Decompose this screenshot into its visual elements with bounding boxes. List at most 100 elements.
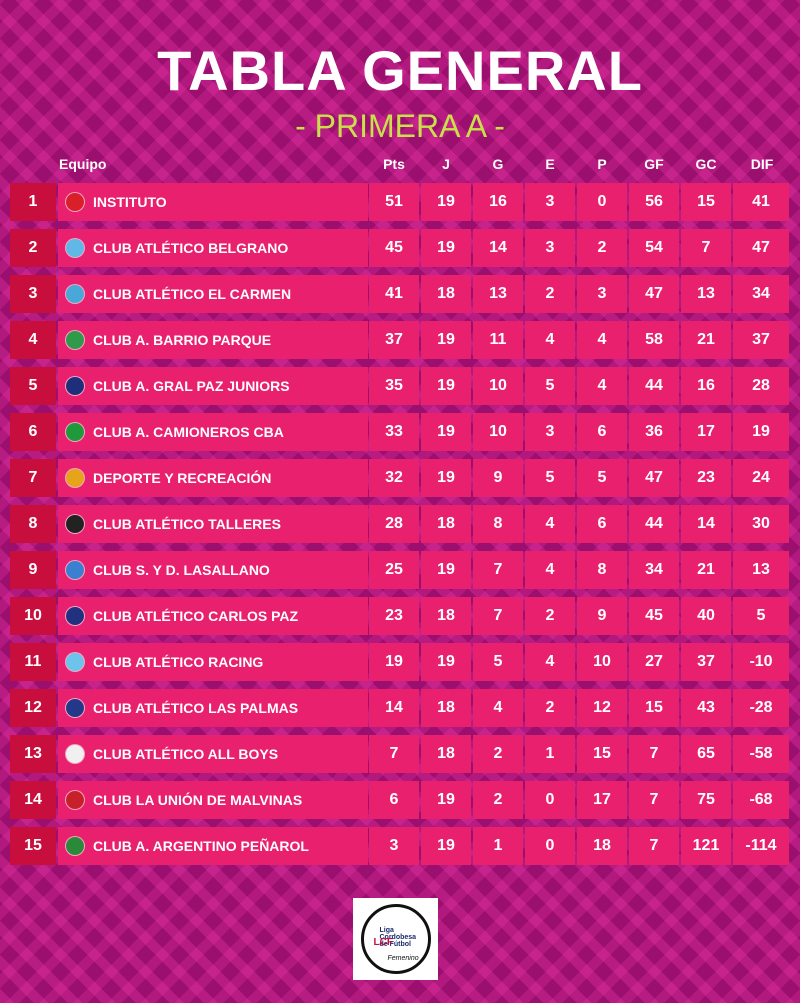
club-badge-icon (66, 561, 84, 579)
cell-pts: 51 (369, 183, 419, 221)
row-team: DEPORTE Y RECREACIÓN (58, 459, 368, 497)
cell-p: 0 (577, 183, 627, 221)
page-subtitle: - PRIMERA A - (295, 108, 505, 144)
cell-e: 2 (525, 597, 575, 635)
club-badge-icon (66, 423, 84, 441)
cell-gf: 34 (629, 551, 679, 589)
cell-j: 19 (421, 643, 471, 681)
cell-g: 9 (473, 459, 523, 497)
cell-e: 0 (525, 827, 575, 865)
club-badge-icon (66, 791, 84, 809)
cell-dif: 13 (733, 551, 789, 589)
cell-p: 2 (577, 229, 627, 267)
cell-g: 16 (473, 183, 523, 221)
cell-gf: 47 (629, 459, 679, 497)
table-row: 10 CLUB ATLÉTICO CARLOS PAZ 23 18 7 2 9 45 40 5 (10, 597, 790, 635)
cell-gf: 27 (629, 643, 679, 681)
club-badge-icon (66, 745, 84, 763)
cell-gf: 54 (629, 229, 679, 267)
cell-gc: 16 (681, 367, 731, 405)
team-name: CLUB ATLÉTICO TALLERES (93, 516, 281, 532)
team-name: CLUB LA UNIÓN DE MALVINAS (93, 792, 303, 808)
cell-p: 17 (577, 781, 627, 819)
team-name: INSTITUTO (93, 194, 167, 210)
league-logo-icon: Liga Cordobesa de Fútbol LCF Femenino (360, 904, 431, 974)
cell-g: 10 (473, 367, 523, 405)
cell-g: 7 (473, 551, 523, 589)
cell-p: 9 (577, 597, 627, 635)
club-badge-icon (66, 469, 84, 487)
row-team: CLUB A. BARRIO PARQUE (58, 321, 368, 359)
club-badge-icon (66, 285, 84, 303)
table-row: 11 CLUB ATLÉTICO RACING 19 19 5 4 10 27 37 -10 (10, 643, 790, 681)
team-name: CLUB ATLÉTICO BELGRANO (93, 240, 289, 256)
cell-dif: 5 (733, 597, 789, 635)
club-badge-icon (66, 193, 84, 211)
table-row: 8 CLUB ATLÉTICO TALLERES 28 18 8 4 6 44 14 30 (10, 505, 790, 543)
cell-p: 6 (577, 413, 627, 451)
cell-p: 8 (577, 551, 627, 589)
table-row: 2 CLUB ATLÉTICO BELGRANO 45 19 14 3 2 54 7 47 (10, 229, 790, 267)
cell-gf: 44 (629, 505, 679, 543)
cell-gc: 23 (681, 459, 731, 497)
row-position: 12 (10, 689, 56, 727)
header-e: E (545, 156, 555, 172)
table-row: 4 CLUB A. BARRIO PARQUE 37 19 11 4 4 58 21 37 (10, 321, 790, 359)
cell-gc: 21 (681, 321, 731, 359)
team-name: CLUB ATLÉTICO EL CARMEN (93, 286, 292, 302)
cell-pts: 7 (369, 735, 419, 773)
row-position: 6 (10, 413, 56, 451)
cell-gc: 37 (681, 643, 731, 681)
header-gf: GF (644, 156, 664, 172)
header-gc: GC (695, 156, 717, 172)
cell-pts: 14 (369, 689, 419, 727)
cell-pts: 28 (369, 505, 419, 543)
club-badge-icon (66, 239, 84, 257)
cell-gc: 43 (681, 689, 731, 727)
row-position: 15 (10, 827, 56, 865)
cell-j: 19 (421, 781, 471, 819)
cell-dif: -10 (733, 643, 789, 681)
row-team: CLUB ATLÉTICO EL CARMEN (58, 275, 368, 313)
cell-p: 4 (577, 321, 627, 359)
cell-e: 4 (525, 643, 575, 681)
cell-dif: 30 (733, 505, 789, 543)
header-g: G (492, 156, 504, 172)
table-row: 15 CLUB A. ARGENTINO PEÑAROL 3 19 1 0 18 7 121 -1… (10, 827, 790, 865)
cell-j: 18 (421, 597, 471, 635)
club-badge-icon (66, 377, 84, 395)
header-pts: Pts (383, 156, 405, 172)
cell-dif: 37 (733, 321, 789, 359)
cell-gf: 7 (629, 827, 679, 865)
row-position: 9 (10, 551, 56, 589)
cell-dif: -68 (733, 781, 789, 819)
table-row: 13 CLUB ATLÉTICO ALL BOYS 7 18 2 1 15 7 65 -58 (10, 735, 790, 773)
cell-g: 5 (473, 643, 523, 681)
table-row: 9 CLUB S. Y D. LASALLANO 25 19 7 4 8 34 21 13 (10, 551, 790, 589)
cell-e: 4 (525, 551, 575, 589)
row-team: CLUB A. GRAL PAZ JUNIORS (58, 367, 368, 405)
club-badge-icon (66, 699, 84, 717)
cell-gf: 56 (629, 183, 679, 221)
row-position: 13 (10, 735, 56, 773)
row-position: 10 (10, 597, 56, 635)
team-name: CLUB ATLÉTICO LAS PALMAS (93, 700, 299, 716)
club-badge-icon (66, 653, 84, 671)
cell-g: 8 (473, 505, 523, 543)
row-team: CLUB ATLÉTICO LAS PALMAS (58, 689, 368, 727)
cell-gf: 15 (629, 689, 679, 727)
cell-j: 19 (421, 229, 471, 267)
cell-pts: 25 (369, 551, 419, 589)
cell-j: 18 (421, 505, 471, 543)
cell-dif: 47 (733, 229, 789, 267)
cell-g: 13 (473, 275, 523, 313)
cell-gc: 13 (681, 275, 731, 313)
cell-gc: 17 (681, 413, 731, 451)
table-header: Equipo Pts J G E P GF GC DIF (0, 156, 800, 176)
cell-gc: 15 (681, 183, 731, 221)
row-team: CLUB ATLÉTICO TALLERES (58, 505, 368, 543)
club-badge-icon (66, 837, 84, 855)
cell-j: 19 (421, 183, 471, 221)
table-row: 12 CLUB ATLÉTICO LAS PALMAS 14 18 4 2 12 15 43 -2… (10, 689, 790, 727)
cell-pts: 19 (369, 643, 419, 681)
